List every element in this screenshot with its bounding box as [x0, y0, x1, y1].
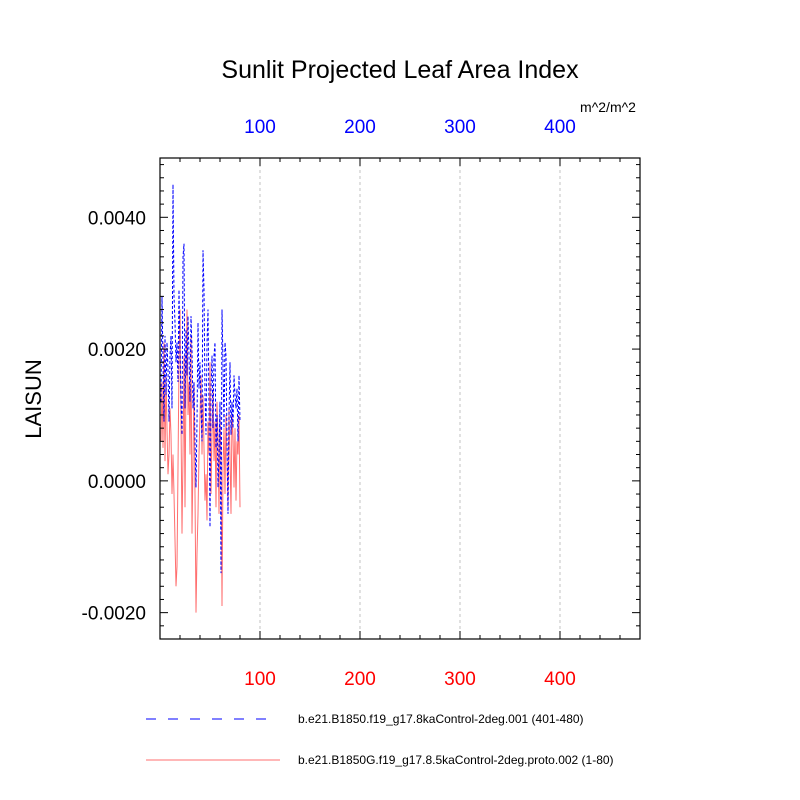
plot-frame — [159, 157, 641, 640]
x-tick-label-bottom: 100 — [244, 669, 276, 690]
y-tick-label: -0.0020 — [82, 604, 146, 625]
x-tick-label-bottom: 400 — [544, 669, 576, 690]
y-tick-label: 0.0000 — [88, 472, 146, 493]
series-layer — [160, 184, 241, 613]
ticks — [160, 158, 640, 640]
x-tick-label-top: 400 — [544, 117, 576, 138]
legend-label-series-2: b.e21.B1850G.f19_g17.8.5kaControl-2deg.p… — [298, 753, 614, 767]
series-line-1 — [160, 184, 241, 574]
tick-labels: 100 200 300 400 100 200 300 400 -0.0020 0.0000 0.0… — [82, 117, 576, 690]
x-tick-label-top: 100 — [244, 117, 276, 138]
legend-label-series-1: b.e21.B1850.f19_g17.8kaControl-2deg.001 … — [298, 712, 584, 726]
x-tick-label-bottom: 200 — [344, 669, 376, 690]
x-tick-label-top: 200 — [344, 117, 376, 138]
y-axis-label: LAISUN — [21, 359, 46, 438]
y-tick-label: 0.0040 — [88, 208, 146, 229]
chart-title: Sunlit Projected Leaf Area Index — [221, 56, 579, 84]
x-tick-label-top: 300 — [444, 117, 476, 138]
legend: b.e21.B1850.f19_g17.8kaControl-2deg.001 … — [146, 712, 614, 767]
y-tick-label: 0.0020 — [88, 340, 146, 361]
series-line-2 — [160, 309, 241, 613]
grid — [259, 158, 561, 639]
x-tick-label-bottom: 300 — [444, 669, 476, 690]
units-label: m^2/m^2 — [580, 99, 636, 115]
